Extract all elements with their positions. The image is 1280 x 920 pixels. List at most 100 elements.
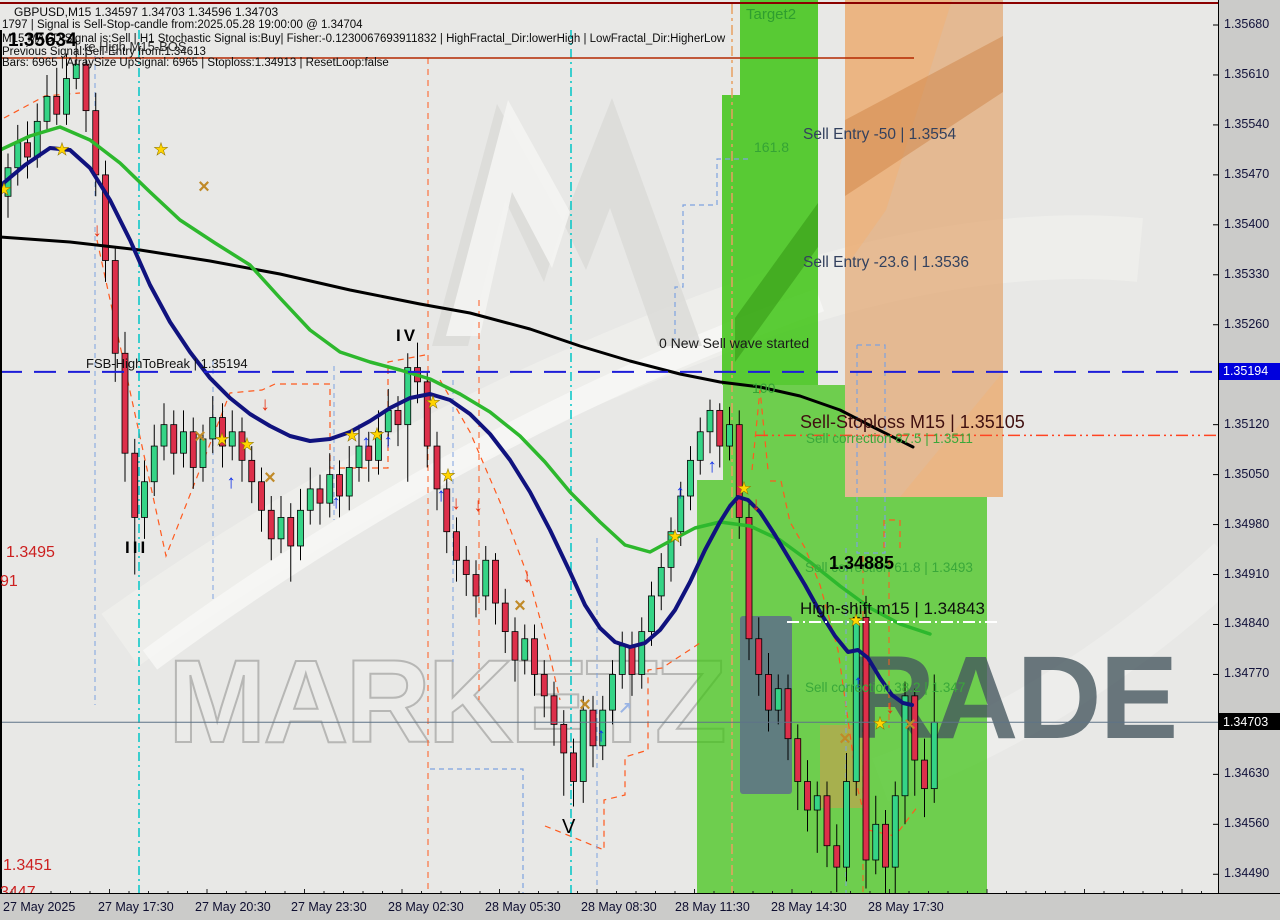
- ma-mid-green: [0, 125, 932, 636]
- sell-arrow-marker: ↓: [260, 394, 270, 415]
- target2-label: Target2: [746, 6, 797, 23]
- sell-correction-382-label: Sell correction 38.2 | 1.347: [805, 680, 966, 695]
- time-axis[interactable]: 27 May 2025 27 May 17:30 27 May 20:30 27 Ma…: [0, 894, 1280, 920]
- wave-iv-label: IV: [396, 326, 419, 345]
- signal-line-1: 1797 | Signal is Sell-Stop-candle from:2…: [2, 19, 363, 31]
- price-axis-label: 1.34980: [1224, 516, 1270, 531]
- star-marker: ★: [736, 479, 751, 498]
- ma-slow-black: [0, 235, 915, 449]
- buy-arrow-marker: ↑: [853, 672, 863, 693]
- star-marker: ★: [214, 430, 229, 449]
- star-marker: ★: [872, 714, 887, 733]
- watermark-text-left: MARKETZ: [168, 636, 724, 768]
- fractal-env: [544, 642, 701, 851]
- time-axis-label: 28 May 17:30: [868, 900, 944, 914]
- x-marker: ×: [904, 714, 916, 736]
- swing-low-3-label: 1.3451: [3, 857, 52, 874]
- sell-correction-875-label: Sell correction 87.5 | 1.3511: [806, 431, 973, 446]
- stop-step: [674, 158, 748, 340]
- x-marker: ×: [264, 467, 276, 489]
- fractal-env: [883, 519, 901, 548]
- stop-step: [430, 768, 524, 893]
- price-axis-label: 1.34630: [1224, 766, 1270, 781]
- star-marker: ★: [54, 140, 69, 159]
- structure-high-price: 1.35634: [8, 30, 77, 51]
- sell-correction-618-label: Sell correction 61.8 | 1.3493: [805, 560, 973, 575]
- sell-arrow-marker: ↓: [885, 697, 895, 718]
- fsb-hightobreak-label: FSB-HighToBreak | 1.35194: [86, 356, 248, 371]
- wave-iii-label: III: [125, 538, 149, 557]
- chart-left-border: [0, 30, 2, 893]
- signal-line-2: M15 MACD Signal is:Sell | H1 Stochastic …: [2, 33, 726, 45]
- price-axis-label: 1.34560: [1224, 816, 1270, 831]
- new-sell-wave-label: 0 New Sell wave started: [659, 335, 810, 351]
- price-axis-label: 1.35330: [1224, 266, 1270, 281]
- time-axis-label: 27 May 17:30: [98, 900, 174, 914]
- star-marker: ★: [667, 527, 682, 546]
- price-axis-label: 1.34770: [1224, 666, 1270, 681]
- swing-low-1-label: 1.3495: [6, 544, 55, 561]
- time-axis-label: 28 May 05:30: [485, 900, 561, 914]
- star-marker: ★: [848, 611, 863, 630]
- fsb-level-tag: 1.35194: [1219, 362, 1280, 380]
- price-axis-label: 1.35470: [1224, 166, 1270, 181]
- star-marker: ★: [0, 180, 12, 199]
- star-marker: ★: [369, 425, 384, 444]
- sell-arrow-marker: ↓: [92, 220, 102, 241]
- sell-zone-green: [697, 480, 723, 920]
- time-axis-label: 28 May 14:30: [771, 900, 847, 914]
- buy-arrow-marker: ↑: [436, 485, 446, 506]
- structure-high-label: re High M15-BOS: [84, 39, 187, 54]
- x-marker: ×: [198, 176, 210, 198]
- star-marker: ★: [153, 140, 168, 159]
- sell-arrow-marker: ↓: [522, 566, 532, 587]
- price-axis-label: 1.35400: [1224, 216, 1270, 231]
- price-axis-separator: [1218, 0, 1219, 894]
- price-axis-label: 1.34840: [1224, 616, 1270, 631]
- level-lines: [0, 57, 1218, 723]
- buy-arrow-marker: ↑: [675, 482, 685, 503]
- price-axis-label: 1.35260: [1224, 316, 1270, 331]
- fractal-env: [770, 480, 919, 837]
- moving-averages: [0, 125, 932, 707]
- price-axis-label: 1.35680: [1224, 17, 1270, 31]
- star-marker: ★: [440, 466, 455, 485]
- time-axis-label: 28 May 08:30: [581, 900, 657, 914]
- sell-entry-236-label: Sell Entry -23.6 | 1.3536: [803, 254, 970, 271]
- sell-stoploss-label: Sell-Stoploss M15 | 1.35105: [800, 412, 1025, 432]
- x-marker: ×: [514, 595, 526, 617]
- bars-info-line: Bars: 6965 | ArraySize UpSignal: 6965 | …: [2, 57, 389, 69]
- ma-fast-blue: [0, 146, 914, 707]
- price-axis-label: 1.34910: [1224, 566, 1270, 581]
- top-border-line: [0, 2, 1280, 4]
- star-marker: ★: [344, 426, 359, 445]
- swing-low-2-label: 91: [0, 573, 18, 590]
- candlesticks: [4, 39, 938, 903]
- fractal-env: [751, 389, 769, 471]
- time-axis-label: 28 May 02:30: [388, 900, 464, 914]
- price-axis-label: 1.35050: [1224, 466, 1270, 481]
- target-zone-green: [722, 95, 740, 385]
- signal-markers: ★★ ★★ ★ ★ ★★★★★★★×××××××↑↑↑ ↑↑↑↑↑↑↓↓↓ ↓↓↓↓↗: [0, 140, 916, 750]
- sell-arrow-marker: ↓: [451, 493, 461, 514]
- time-axis-label: 27 May 23:30: [291, 900, 367, 914]
- high-shift-label: High-shift m15 | 1.34843: [800, 599, 985, 618]
- price-axis-label: 1.35610: [1224, 66, 1270, 81]
- price-axis[interactable]: 1.35680 1.35610 1.35540 1.35470 1.35400 1.353…: [1219, 0, 1280, 893]
- price-axis-label: 1.35540: [1224, 116, 1270, 131]
- fib-100-label: 100: [752, 380, 776, 396]
- buy-arrow-marker: ↑: [596, 725, 606, 746]
- fractal-env: [439, 379, 561, 701]
- hollow-arrow-marker: ↗: [618, 699, 632, 718]
- symbol-ohlc-line: GBPUSD,M15 1.34597 1.34703 1.34596 1.347…: [14, 5, 279, 19]
- x-marker: ×: [194, 426, 206, 448]
- buy-arrow-marker: ↑: [383, 431, 393, 452]
- sell-arrow-marker: ↓: [751, 494, 761, 515]
- sell-arrow-marker: ↓: [473, 495, 483, 516]
- stop-step-lines: [430, 158, 886, 893]
- price-axis-label: 1.34490: [1224, 866, 1270, 881]
- time-axis-label: 27 May 2025: [3, 900, 76, 914]
- star-marker: ★: [425, 393, 440, 412]
- sell-entry-50-label: Sell Entry -50 | 1.3554: [803, 126, 957, 143]
